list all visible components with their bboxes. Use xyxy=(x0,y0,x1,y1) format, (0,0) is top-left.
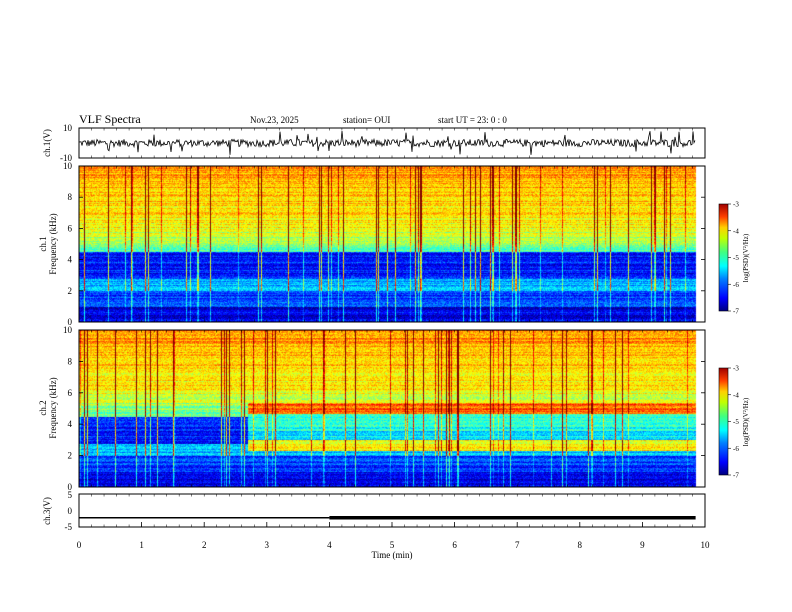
freq-tick-label: 6 xyxy=(68,388,73,398)
x-tick-label: 7 xyxy=(515,540,520,550)
ch1-spectrogram-canvas-holder xyxy=(79,166,705,322)
x-tick-label: 9 xyxy=(640,540,645,550)
x-tick-label: 0 xyxy=(77,540,82,550)
freq-tick-label: 8 xyxy=(68,356,73,366)
ch2-colorbar-ticks: -3 -4 -5 -6 -7 xyxy=(728,365,739,480)
x-tick-label: 8 xyxy=(578,540,583,550)
time-axis-label: Time (min) xyxy=(372,550,413,560)
start-time-label: start UT = 23: 0 : 0 xyxy=(438,115,507,125)
ch1-frame xyxy=(78,127,706,159)
freq-tick-label: 0 xyxy=(68,482,73,492)
freq-tick-label: 0 xyxy=(68,317,73,327)
freq-tick-label: 4 xyxy=(68,419,73,429)
colorbar-tick-label: -4 xyxy=(733,227,739,235)
colorbar-tick-label: -7 xyxy=(733,472,739,480)
ch3-ytick-0: 0 xyxy=(68,506,73,516)
ch1-spec-ylabel-frequency: Frequency (kHz) xyxy=(48,213,58,274)
ch3-ytick-minus5: -5 xyxy=(65,522,73,532)
ch3-y-axis-label: ch.3(V) xyxy=(42,497,52,525)
ch2-spec-ylabel-frequency: Frequency (kHz) xyxy=(48,377,58,438)
x-tick-label: 5 xyxy=(390,540,395,550)
ch1-ytick-bottom: -10 xyxy=(60,153,72,163)
freq-tick-label: 4 xyxy=(68,255,73,265)
freq-tick-label: 8 xyxy=(68,192,73,202)
ch2-spec-ylabel-channel: ch.2 xyxy=(38,400,48,415)
x-tick-label: 3 xyxy=(265,540,270,550)
x-tick-label: 4 xyxy=(327,540,332,550)
colorbar-tick-label: -5 xyxy=(733,418,739,426)
x-tick-label: 6 xyxy=(452,540,457,550)
freq-tick-label: 6 xyxy=(68,223,73,233)
ch2-colorbar-label: log(PSD)(V²/Hz) xyxy=(742,397,750,446)
colorbar-tick-label: -6 xyxy=(733,281,739,289)
freq-tick-label: 10 xyxy=(63,325,73,335)
freq-tick-label: 2 xyxy=(68,451,73,461)
freq-tick-label: 10 xyxy=(63,161,73,171)
time-axis-ticks: 0 1 2 3 4 5 6 7 8 9 10 xyxy=(77,128,710,550)
ch1-waveform-line xyxy=(78,130,696,155)
ch1-spec-ylabel-channel: ch.1 xyxy=(38,236,48,251)
ch1-colorbar-label: log(PSD)(V²/Hz) xyxy=(742,233,750,282)
ch1-colorbar xyxy=(718,203,729,312)
ch1-y-axis-label: ch.1(V) xyxy=(42,129,52,157)
station-label: station= OUI xyxy=(343,115,390,125)
ch1-ytick-top: 10 xyxy=(63,123,73,133)
figure-title: VLF Spectra xyxy=(79,112,141,126)
x-tick-label: 1 xyxy=(139,540,144,550)
x-tick-label: 2 xyxy=(202,540,207,550)
date-label: Nov.23, 2025 xyxy=(250,115,299,125)
ch1-spec-yticks: 0 2 4 6 8 10 xyxy=(63,161,705,327)
ch3-ytick-5: 5 xyxy=(68,490,73,500)
ch3-panel: ch.3(V) 5 0 -5 0 1 2 3 4 5 6 7 8 9 10 Time (min) xyxy=(42,128,710,560)
colorbar-tick-label: -4 xyxy=(733,391,739,399)
ch1-colorbar-ticks: -3 -4 -5 -6 -7 xyxy=(728,201,739,316)
ch2-spectrogram-canvas-holder xyxy=(79,330,705,487)
colorbar-tick-label: -5 xyxy=(733,254,739,262)
ch1-spectrogram xyxy=(79,166,705,322)
colorbar-tick-label: -6 xyxy=(733,445,739,453)
colorbar-tick-label: -3 xyxy=(733,201,739,209)
x-tick-label: 10 xyxy=(701,540,711,550)
freq-tick-label: 2 xyxy=(68,286,73,296)
ch2-spec-yticks: 0 2 4 6 8 10 xyxy=(63,325,705,492)
ch2-colorbar xyxy=(718,367,729,476)
ch2-spectrogram xyxy=(79,330,705,487)
colorbar-tick-label: -7 xyxy=(733,308,739,316)
colorbar-tick-label: -3 xyxy=(733,365,739,373)
